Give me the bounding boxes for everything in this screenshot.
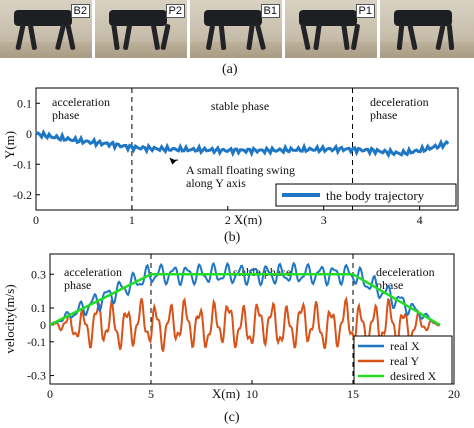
y-axis-label: velocity(m/s) [2,284,17,353]
x-tick-label: 5 [148,387,154,401]
photo-frame-1: B2 [0,0,92,58]
y-tick-label: 0 [26,127,32,141]
x-tick-label: 20 [448,387,460,401]
body-trajectory-line [35,128,450,159]
phase-tag: P2 [165,4,185,18]
y-tick-label: 0.1 [17,96,32,110]
x-tick-label: 3 [321,213,327,227]
photo-frame-4: P1 [285,0,377,58]
x-tick-label: 0 [47,387,53,401]
y-tick-label: -0.2 [13,188,32,202]
phase-label-deceleration: deceleration phase [376,265,435,292]
phase-label-acceleration: acceleration phase [64,265,122,292]
caption-a: (a) [222,62,238,77]
legend-box [275,183,457,207]
y-tick-label: -0.1 [13,157,32,171]
x-tick-label: 0 [33,213,39,227]
x-tick-label: 4 [417,213,423,227]
y-tick-label: 0 [40,318,46,332]
phase-label-acceleration: acceleration phase [52,95,110,122]
phase-label-stable: stable phase [211,99,269,113]
phase-tag: B1 [260,4,280,18]
y-tick-label: 0.1 [31,301,46,315]
phase-tag: B2 [70,4,90,18]
x-axis-label: X(m) [212,386,240,401]
x-axis-label: X(m) [234,212,262,227]
y-tick-label: 0.3 [31,267,46,281]
x-tick-label: 2 [225,213,231,227]
legend-label: real X [390,339,420,353]
velocity-chart: 0 5 10 15 20 0.3 0.1 0 -0.1 -0.3 X(m) velocity(m/s)… [2,253,460,401]
legend-label: desired X [390,369,437,383]
y-axis-label: Y(m) [2,131,17,159]
phase-label-deceleration: deceleration phase [370,95,429,122]
legend-label: real Y [390,354,420,368]
y-tick-label: -0.3 [27,369,46,383]
caption-b: (b) [224,230,241,245]
x-tick-label: 1 [129,213,135,227]
annotation-arrowhead [169,157,177,165]
photo-frame-5 [380,0,474,58]
annotation-text: A small floating swing along Y axis [186,163,295,190]
real-y-line [49,295,441,353]
caption-c: (c) [224,410,240,425]
legend-label: the body trajectory [326,188,425,203]
y-tick-label: -0.1 [27,335,46,349]
robot-photo-strip: B2 P2 B1 P1 [0,0,474,58]
desired-x-line [49,273,441,327]
x-tick-label: 10 [246,387,258,401]
photo-frame-2: P2 [95,0,187,58]
body-trajectory-chart: 0 1 2 3 4 0.1 0 -0.1 -0.2 X(m) Y(m) acceleration pha… [2,87,459,227]
real-x-line [49,261,441,326]
plot-frame [35,87,459,211]
x-tick-label: 15 [347,387,359,401]
phase-tag: P1 [355,4,375,18]
photo-frame-3: B1 [190,0,282,58]
